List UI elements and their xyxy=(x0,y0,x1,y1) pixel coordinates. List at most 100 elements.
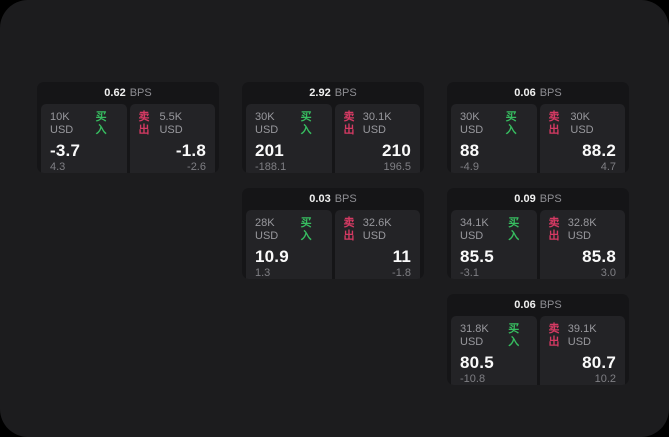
spread-header: 0.06 BPS xyxy=(447,82,629,104)
buy-panel[interactable]: 28K USD 买入 10.9 1.3 xyxy=(246,210,332,279)
sell-panel-top: 卖出 32.6K USD xyxy=(344,217,412,243)
card-body: 30K USD 买入 88 -4.9 卖出 30K USD 88.2 4.7 xyxy=(447,104,629,173)
card-body: 34.1K USD 买入 85.5 -3.1 卖出 32.8K USD 85.8… xyxy=(447,210,629,279)
card-column-3: 0.06 BPS 30K USD 买入 88 -4.9 卖出 30K USD 8… xyxy=(447,82,629,385)
sell-side-label: 卖出 xyxy=(548,217,560,242)
sell-panel-top: 卖出 30K USD xyxy=(549,111,617,137)
quote-card: 0.03 BPS 28K USD 买入 10.9 1.3 卖出 32.6K US… xyxy=(242,188,424,279)
sell-side-label: 卖出 xyxy=(548,111,560,136)
quote-cards-grid: 0.62 BPS 10K USD 买入 -3.7 4.3 卖出 5.5K USD… xyxy=(37,82,629,385)
buy-amount-label: 28K USD xyxy=(255,217,279,242)
buy-price-value: 201 xyxy=(255,141,284,160)
sell-panel-top: 卖出 30.1K USD xyxy=(344,111,412,137)
sell-amount-label: 30K USD xyxy=(570,111,594,136)
spread-value: 0.09 xyxy=(514,193,536,205)
buy-amount-label: 10K USD xyxy=(50,111,74,136)
sell-price-value: -1.8 xyxy=(175,141,206,160)
sell-amount-label: 32.8K USD xyxy=(567,217,597,242)
spread-value: 0.06 xyxy=(514,299,536,311)
buy-panel-top: 30K USD 买入 xyxy=(460,111,528,137)
sell-price-value: 80.7 xyxy=(582,353,616,372)
sell-panel[interactable]: 卖出 39.1K USD 80.7 10.2 xyxy=(539,316,625,385)
buy-side-label: 买入 xyxy=(505,111,517,136)
buy-price-value: 88 xyxy=(460,141,480,160)
buy-side-label: 买入 xyxy=(95,111,107,136)
buy-sub-value: -3.1 xyxy=(460,267,479,279)
card-body: 10K USD 买入 -3.7 4.3 卖出 5.5K USD -1.8 -2.… xyxy=(37,104,219,173)
buy-sub-value: -4.9 xyxy=(460,161,479,173)
quote-card: 2.92 BPS 30K USD 买入 201 -188.1 卖出 30.1K … xyxy=(242,82,424,173)
sell-sub-value: 3.0 xyxy=(600,267,616,279)
buy-side-label: 买入 xyxy=(508,217,520,242)
buy-sub-value: -10.8 xyxy=(460,373,486,385)
buy-side-label: 买入 xyxy=(508,323,520,348)
quote-card: 0.06 BPS 31.8K USD 买入 80.5 -10.8 卖出 39.1… xyxy=(447,294,629,385)
sell-panel[interactable]: 卖出 5.5K USD -1.8 -2.6 xyxy=(129,104,215,173)
sell-panel-top: 卖出 39.1K USD xyxy=(549,323,617,349)
spread-header: 0.06 BPS xyxy=(447,294,629,316)
buy-panel[interactable]: 10K USD 买入 -3.7 4.3 xyxy=(41,104,127,173)
card-body: 30K USD 买入 201 -188.1 卖出 30.1K USD 210 1… xyxy=(242,104,424,173)
spread-unit: BPS xyxy=(129,87,152,99)
buy-panel-top: 10K USD 买入 xyxy=(50,111,118,137)
buy-amount-label: 34.1K USD xyxy=(460,217,489,242)
spread-header: 2.92 BPS xyxy=(242,82,424,104)
sell-price-value: 85.8 xyxy=(582,247,616,266)
sell-side-label: 卖出 xyxy=(138,111,150,136)
spread-value: 2.92 xyxy=(309,87,331,99)
quote-card: 0.62 BPS 10K USD 买入 -3.7 4.3 卖出 5.5K USD… xyxy=(37,82,219,173)
buy-panel[interactable]: 34.1K USD 买入 85.5 -3.1 xyxy=(451,210,537,279)
sell-panel[interactable]: 卖出 32.8K USD 85.8 3.0 xyxy=(539,210,625,279)
sell-panel[interactable]: 卖出 32.6K USD 11 -1.8 xyxy=(334,210,420,279)
buy-panel[interactable]: 31.8K USD 买入 80.5 -10.8 xyxy=(451,316,537,385)
sell-sub-value: -1.8 xyxy=(392,267,411,279)
spread-value: 0.06 xyxy=(514,87,536,99)
card-body: 31.8K USD 买入 80.5 -10.8 卖出 39.1K USD 80.… xyxy=(447,316,629,385)
sell-amount-label: 30.1K USD xyxy=(362,111,392,136)
spread-header: 0.09 BPS xyxy=(447,188,629,210)
sell-side-label: 卖出 xyxy=(343,111,355,136)
sell-sub-value: -2.6 xyxy=(187,161,206,173)
sell-panel[interactable]: 卖出 30.1K USD 210 196.5 xyxy=(334,104,420,173)
buy-side-label: 买入 xyxy=(300,111,312,136)
buy-amount-label: 31.8K USD xyxy=(460,323,489,348)
buy-sub-value: 4.3 xyxy=(50,161,66,173)
spread-unit: BPS xyxy=(539,299,562,311)
buy-panel[interactable]: 30K USD 买入 88 -4.9 xyxy=(451,104,537,173)
card-body: 28K USD 买入 10.9 1.3 卖出 32.6K USD 11 -1.8 xyxy=(242,210,424,279)
buy-panel-top: 30K USD 买入 xyxy=(255,111,323,137)
buy-side-label: 买入 xyxy=(300,217,312,242)
spread-value: 0.03 xyxy=(309,193,331,205)
buy-sub-value: 1.3 xyxy=(255,267,271,279)
buy-sub-value: -188.1 xyxy=(255,161,287,173)
spread-unit: BPS xyxy=(334,87,357,99)
sell-price-value: 210 xyxy=(382,141,411,160)
buy-amount-label: 30K USD xyxy=(255,111,279,136)
quote-card: 0.09 BPS 34.1K USD 买入 85.5 -3.1 卖出 32.8K… xyxy=(447,188,629,279)
buy-panel-top: 31.8K USD 买入 xyxy=(460,323,528,349)
sell-panel[interactable]: 卖出 30K USD 88.2 4.7 xyxy=(539,104,625,173)
sell-amount-label: 5.5K USD xyxy=(159,111,183,136)
buy-price-value: -3.7 xyxy=(50,141,81,160)
buy-amount-label: 30K USD xyxy=(460,111,484,136)
sell-panel-top: 卖出 5.5K USD xyxy=(139,111,207,137)
buy-price-value: 10.9 xyxy=(255,247,289,266)
sell-price-value: 88.2 xyxy=(582,141,616,160)
sell-sub-value: 4.7 xyxy=(600,161,616,173)
spread-header: 0.03 BPS xyxy=(242,188,424,210)
buy-panel[interactable]: 30K USD 买入 201 -188.1 xyxy=(246,104,332,173)
sell-panel-top: 卖出 32.8K USD xyxy=(549,217,617,243)
spread-value: 0.62 xyxy=(104,87,126,99)
card-column-2: 2.92 BPS 30K USD 买入 201 -188.1 卖出 30.1K … xyxy=(242,82,424,279)
quote-card: 0.06 BPS 30K USD 买入 88 -4.9 卖出 30K USD 8… xyxy=(447,82,629,173)
sell-side-label: 卖出 xyxy=(548,323,560,348)
buy-price-value: 85.5 xyxy=(460,247,494,266)
card-column-1: 0.62 BPS 10K USD 买入 -3.7 4.3 卖出 5.5K USD… xyxy=(37,82,219,173)
spread-unit: BPS xyxy=(539,87,562,99)
sell-amount-label: 32.6K USD xyxy=(362,217,392,242)
sell-sub-value: 196.5 xyxy=(383,161,411,173)
sell-price-value: 11 xyxy=(392,247,411,266)
spread-unit: BPS xyxy=(539,193,562,205)
buy-panel-top: 34.1K USD 买入 xyxy=(460,217,528,243)
